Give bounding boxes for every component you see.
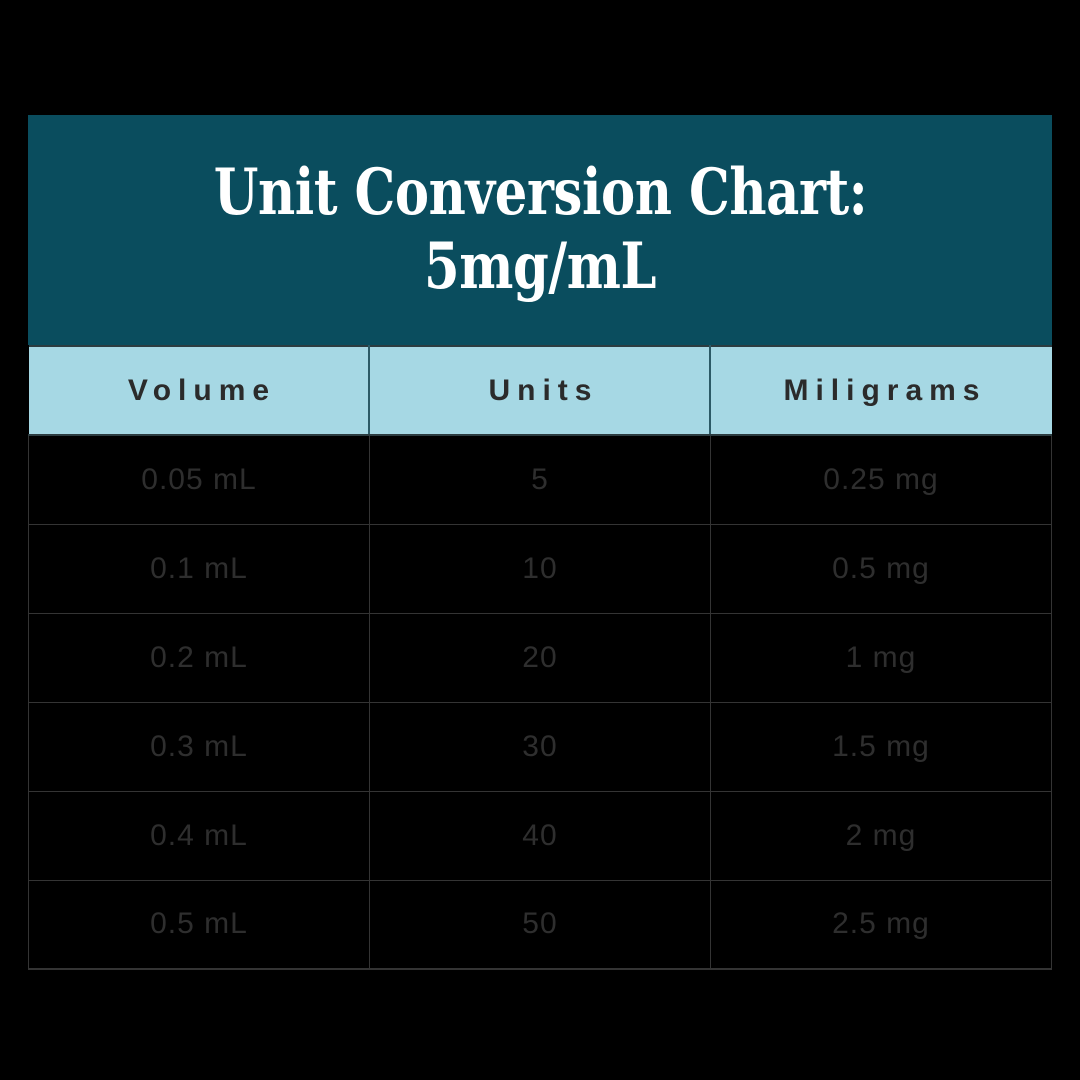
cell-volume: 0.05 mL (28, 434, 370, 525)
cell-units: 50 (368, 879, 711, 970)
table-row: 0.3 mL 30 1.5 mg (28, 701, 1053, 792)
cell-miligrams: 0.25 mg (709, 434, 1053, 525)
table-row: 0.5 mL 50 2.5 mg (28, 879, 1053, 970)
column-header-miligrams: Miligrams (709, 345, 1052, 436)
page-title-line-2: 5mg/mL (423, 229, 657, 304)
cell-miligrams: 1 mg (709, 612, 1053, 703)
cell-units: 10 (368, 523, 711, 614)
cell-units: 5 (368, 434, 711, 525)
page-title-line-1: Unit Conversion Chart: (213, 155, 867, 231)
cell-volume: 0.2 mL (28, 612, 370, 703)
cell-miligrams: 2.5 mg (709, 879, 1053, 970)
cell-units: 20 (368, 612, 711, 703)
cell-volume: 0.4 mL (28, 790, 370, 881)
cell-miligrams: 2 mg (709, 790, 1053, 881)
cell-miligrams: 1.5 mg (709, 701, 1053, 792)
table-row: 0.1 mL 10 0.5 mg (28, 523, 1053, 614)
cell-units: 30 (368, 701, 711, 792)
title-banner: Unit Conversion Chart: 5mg/mL (28, 115, 1052, 345)
cell-volume: 0.1 mL (28, 523, 370, 614)
column-header-units: Units (368, 345, 712, 436)
table-row: 0.2 mL 20 1 mg (28, 612, 1053, 703)
table-header: Volume Units Miligrams (28, 345, 1052, 436)
unit-conversion-table: Volume Units Miligrams 0.05 mL 5 0.25 mg… (28, 345, 1053, 970)
table-header-row: Volume Units Miligrams (28, 345, 1052, 436)
cell-volume: 0.5 mL (28, 879, 370, 970)
cell-miligrams: 0.5 mg (709, 523, 1053, 614)
cell-volume: 0.3 mL (28, 701, 370, 792)
column-header-volume: Volume (28, 345, 371, 436)
cell-units: 40 (368, 790, 711, 881)
table-row: 0.05 mL 5 0.25 mg (28, 434, 1053, 525)
table-body: 0.05 mL 5 0.25 mg 0.1 mL 10 0.5 mg 0.2 m… (28, 434, 1053, 970)
table-row: 0.4 mL 40 2 mg (28, 790, 1053, 881)
